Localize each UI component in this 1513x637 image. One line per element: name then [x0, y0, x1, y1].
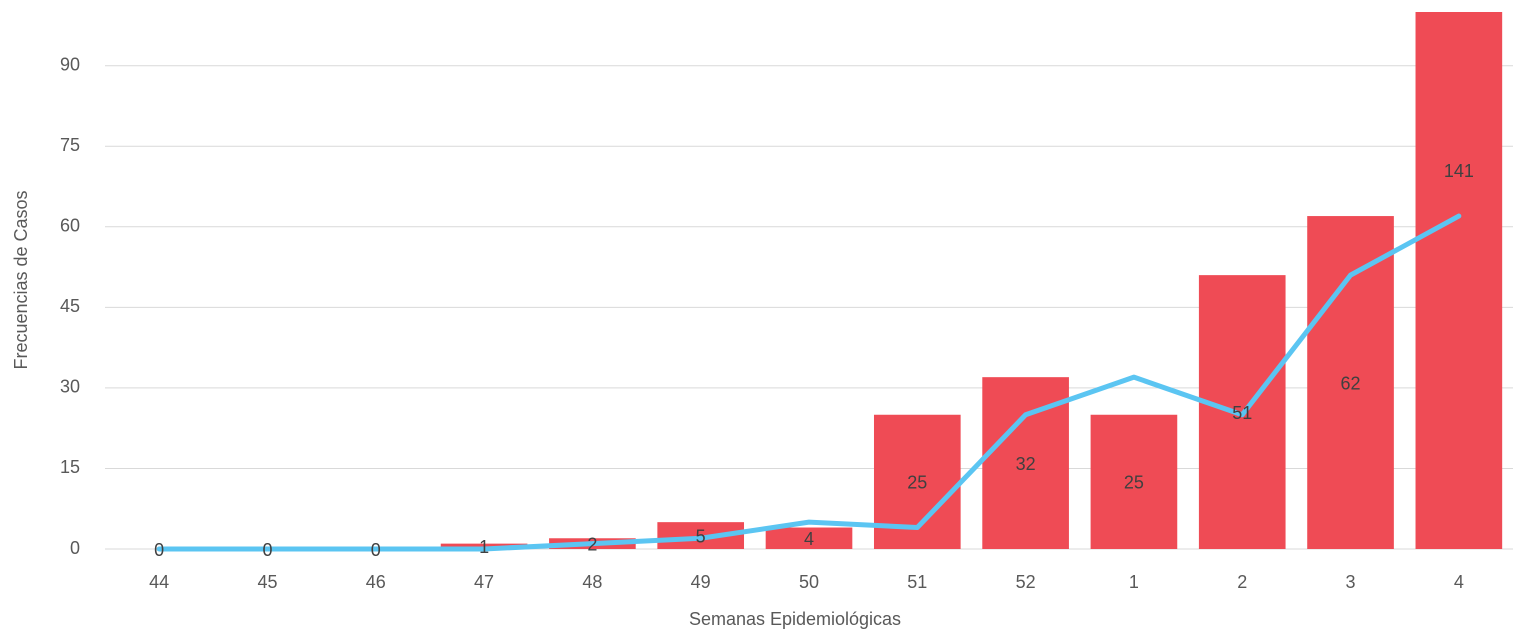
data-label: 0 — [154, 540, 164, 560]
data-label: 62 — [1341, 373, 1361, 393]
x-tick-label: 49 — [691, 572, 711, 592]
data-label: 5 — [696, 526, 706, 546]
y-tick-label: 15 — [60, 457, 80, 477]
y-axis-title: Frecuencias de Casos — [11, 190, 31, 369]
x-tick-label: 4 — [1454, 572, 1464, 592]
data-label: 1 — [479, 537, 489, 557]
x-tick-label: 47 — [474, 572, 494, 592]
x-tick-label: 1 — [1129, 572, 1139, 592]
x-tick-label: 46 — [366, 572, 386, 592]
data-label: 0 — [262, 540, 272, 560]
data-label: 4 — [804, 529, 814, 549]
bar — [1090, 414, 1178, 549]
bar — [1307, 216, 1394, 549]
data-label: 2 — [587, 534, 597, 554]
x-axis-title: Semanas Epidemiológicas — [689, 609, 901, 629]
x-tick-label: 48 — [582, 572, 602, 592]
x-tick-label: 2 — [1237, 572, 1247, 592]
bar — [765, 527, 853, 549]
x-tick-label: 44 — [149, 572, 169, 592]
data-label: 51 — [1232, 403, 1252, 423]
x-tick-label: 51 — [907, 572, 927, 592]
x-tick-label: 52 — [1016, 572, 1036, 592]
y-tick-label: 90 — [60, 54, 80, 74]
bar — [1415, 12, 1503, 549]
bar — [440, 543, 528, 549]
data-label: 0 — [371, 540, 381, 560]
x-tick-label: 45 — [257, 572, 277, 592]
x-tick-label: 3 — [1346, 572, 1356, 592]
y-tick-label: 45 — [60, 296, 80, 316]
x-tick-label: 50 — [799, 572, 819, 592]
data-label: 25 — [1124, 473, 1144, 493]
data-label: 141 — [1444, 161, 1474, 181]
y-tick-label: 30 — [60, 377, 80, 397]
y-tick-label: 0 — [70, 538, 80, 558]
data-label: 25 — [907, 473, 927, 493]
data-label: 32 — [1016, 454, 1036, 474]
y-tick-label: 60 — [60, 216, 80, 236]
y-tick-label: 75 — [60, 135, 80, 155]
line — [156, 213, 1462, 552]
